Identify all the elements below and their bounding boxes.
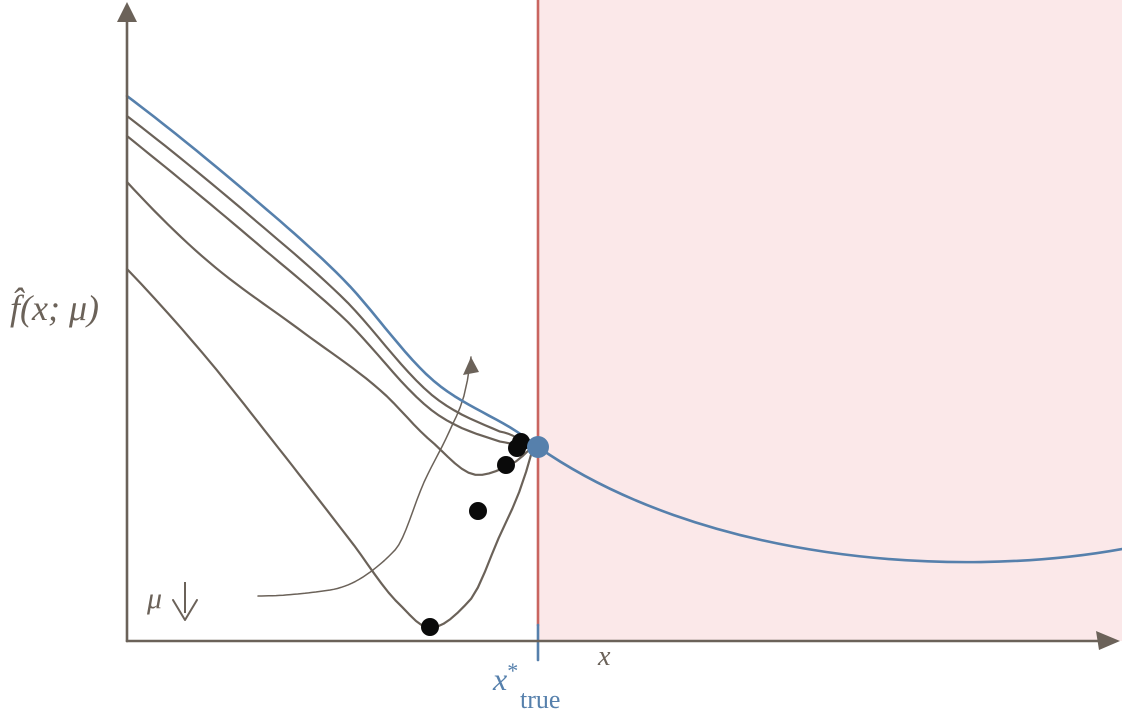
svg-text:true: true [520,685,560,714]
svg-text:x: x [597,641,611,672]
svg-text:f̂(x; μ): f̂(x; μ) [10,286,99,328]
svg-text:μ: μ [146,582,162,615]
svg-text:x*: x* [492,658,518,697]
